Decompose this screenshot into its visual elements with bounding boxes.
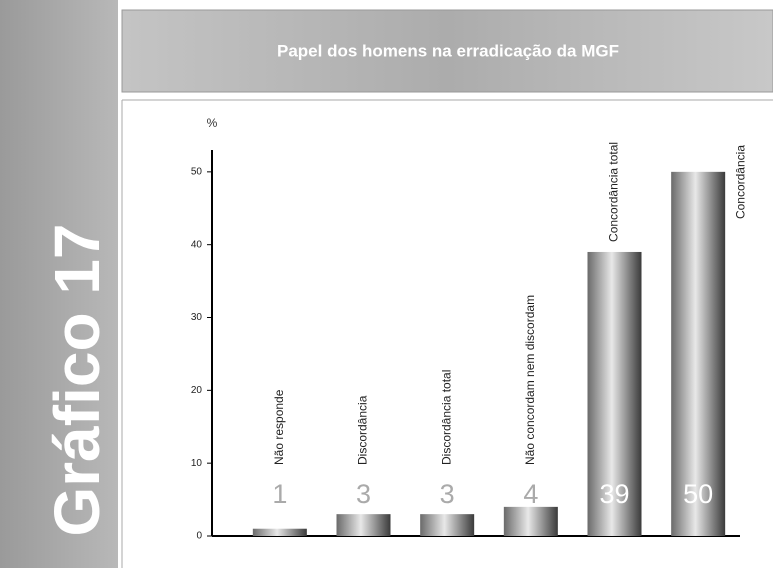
y-tick-label: 30: [191, 312, 203, 323]
value-label: 50: [683, 479, 713, 509]
bar: [336, 514, 391, 536]
y-tick-label: 10: [191, 458, 203, 469]
y-axis-label: %: [207, 116, 218, 130]
category-label: Não responde: [272, 389, 286, 465]
bar: [587, 251, 642, 536]
chart-title: Papel dos homens na erradicação da MGF: [277, 41, 619, 60]
y-tick-label: 0: [196, 531, 202, 542]
side-panel: [0, 0, 118, 568]
bar: [252, 528, 307, 536]
y-tick-label: 40: [191, 239, 203, 250]
header: [121, 9, 773, 93]
category-label: Concordância: [733, 145, 747, 219]
category-label: Concordância total: [607, 142, 621, 242]
value-label: 4: [523, 479, 538, 509]
value-label: 1: [272, 479, 287, 509]
value-label: 39: [599, 479, 629, 509]
y-tick-label: 50: [191, 166, 203, 177]
y-tick-label: 20: [191, 385, 203, 396]
bar: [503, 506, 558, 536]
bar: [671, 171, 726, 536]
value-label: 3: [356, 479, 371, 509]
value-label: 3: [440, 479, 455, 509]
category-label: Discordância total: [439, 370, 453, 465]
bar: [420, 514, 475, 536]
side-label: Gráfico 17: [41, 223, 113, 536]
category-label: Não concordam nem discordam: [523, 295, 537, 465]
category-label: Discordância: [356, 395, 370, 465]
